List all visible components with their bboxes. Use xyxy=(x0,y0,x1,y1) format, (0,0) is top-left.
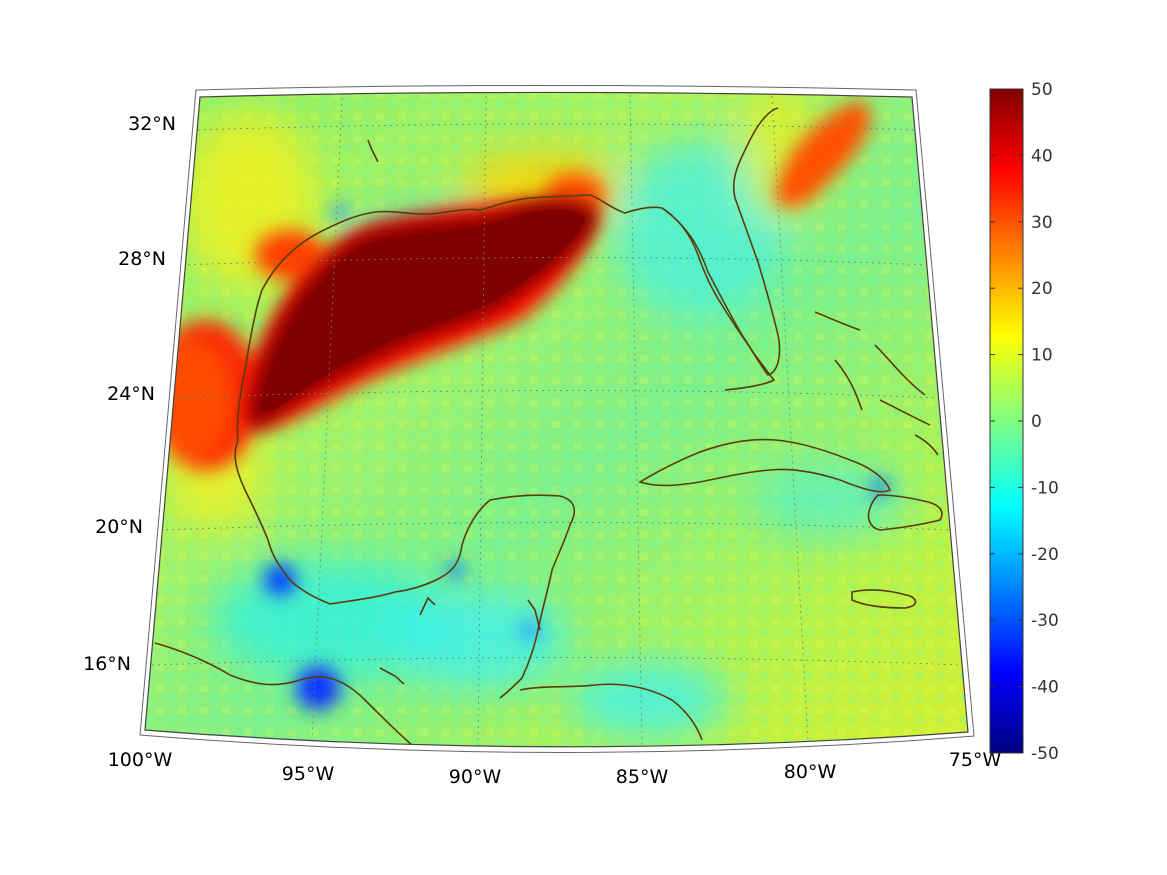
colorbar-tick-label: 10 xyxy=(1031,346,1053,366)
colorbar-tick-label: -30 xyxy=(1031,611,1059,631)
colorbar-tick-label: 20 xyxy=(1031,279,1053,299)
map-frame-outer xyxy=(139,84,975,753)
colorbar-tick-label: 40 xyxy=(1031,146,1053,166)
colorbar-tick-label: -40 xyxy=(1031,678,1059,698)
lon-label-80: 80°W xyxy=(784,761,837,783)
colorbar-gradient xyxy=(989,88,1024,754)
colorbar-tick-label: 0 xyxy=(1031,412,1042,432)
map-frame xyxy=(144,91,969,748)
colorbar-tick-label: -50 xyxy=(1031,744,1059,764)
lon-label-95: 95°W xyxy=(282,763,335,785)
lon-label-100: 100°W xyxy=(108,749,173,771)
map-grid xyxy=(151,94,963,747)
lon-label-90: 90°W xyxy=(449,766,502,788)
colorbar: 50 40 30 20 10 0 -10 -20 -30 -40 -50 xyxy=(989,80,1059,764)
lon-label-85: 85°W xyxy=(616,766,669,788)
colorbar-tick-label: 30 xyxy=(1031,213,1053,233)
lat-label-32: 32°N xyxy=(128,113,176,135)
lat-label-20: 20°N xyxy=(95,516,143,538)
latitude-labels: 32°N 28°N 24°N 20°N 16°N xyxy=(83,113,176,675)
lat-label-24: 24°N xyxy=(107,383,155,405)
coastlines xyxy=(154,107,943,746)
lat-label-16: 16°N xyxy=(83,653,131,675)
map-field xyxy=(145,92,968,747)
colorbar-tick-label: -20 xyxy=(1031,545,1059,565)
longitude-labels: 100°W 95°W 90°W 85°W 80°W 75°W xyxy=(108,749,1002,788)
lat-label-28: 28°N xyxy=(118,248,166,270)
colorbar-ticks: 50 40 30 20 10 0 -10 -20 -30 -40 -50 xyxy=(990,80,1059,764)
colorbar-tick-label: 50 xyxy=(1031,80,1053,100)
colorbar-tick-label: -10 xyxy=(1031,478,1059,498)
lon-label-75: 75°W xyxy=(949,749,1002,771)
